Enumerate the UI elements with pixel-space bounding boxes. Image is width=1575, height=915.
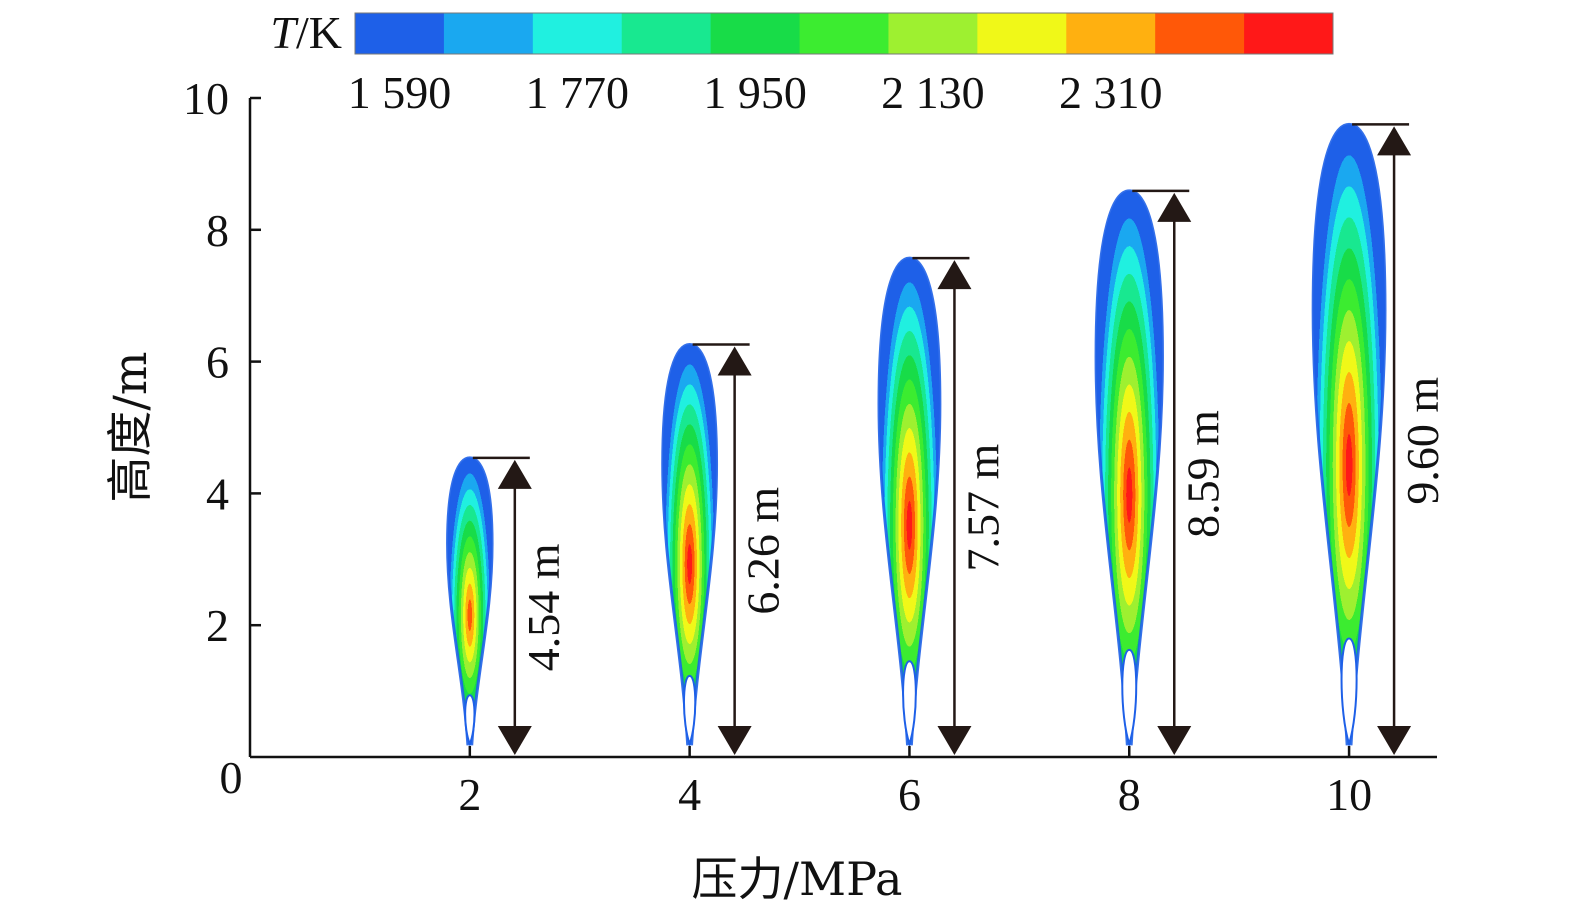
colorbar-swatch xyxy=(443,13,534,54)
x-tick-label: 2 xyxy=(458,769,481,820)
flame-contour xyxy=(1096,190,1163,744)
height-arrow-head-down xyxy=(1377,726,1412,755)
height-annotations: 4.54 m 6.26 m 7.57 m 8.59 m 9.60 m xyxy=(472,123,1448,755)
y-axis-title: 高度/m xyxy=(103,351,157,502)
colorbar-swatch xyxy=(888,13,978,54)
x-tick-label: 10 xyxy=(1326,769,1372,820)
height-value-label: 9.60 m xyxy=(1397,377,1448,505)
colorbar-swatch xyxy=(1155,13,1245,54)
x-axis-ticks: 0 2 4 6 8 10 xyxy=(220,746,1372,820)
colorbar-tick-label: 2 130 xyxy=(881,67,985,118)
y-tick-label: 6 xyxy=(206,337,229,388)
flame-jet-core xyxy=(1121,648,1138,748)
height-arrow-head-up xyxy=(717,346,752,376)
axes: 2 4 6 8 10 0 2 4 6 8 10 xyxy=(183,73,1437,820)
flame-contours xyxy=(446,122,1387,748)
flame-jet-core xyxy=(683,674,697,747)
colorbar-swatch xyxy=(532,13,623,54)
colorbar-swatch xyxy=(710,13,801,54)
colorbar-swatch xyxy=(621,13,712,54)
flame-outline xyxy=(877,256,942,746)
flame-contour xyxy=(879,258,940,744)
colorbar-tick-label: 1 950 xyxy=(703,67,807,118)
colorbar-swatch xyxy=(1066,13,1156,54)
colorbar-swatches xyxy=(354,12,1334,55)
flame-contour xyxy=(447,457,493,744)
height-value-label: 6.26 m xyxy=(738,487,789,615)
height-arrow-head-down xyxy=(497,726,532,755)
flame-outline xyxy=(1311,122,1387,746)
colorbar-swatch xyxy=(977,13,1067,54)
colorbar: T/K 1 590 1 770 1 950 2 130 2 310 xyxy=(270,7,1334,118)
flame-contour xyxy=(1313,124,1385,744)
height-arrow-head-up xyxy=(1377,126,1412,156)
height-arrow-head-down xyxy=(717,726,752,755)
colorbar-frame xyxy=(354,12,1334,55)
flame-outline xyxy=(446,456,494,746)
colorbar-tick-label: 1 590 xyxy=(348,67,452,118)
colorbar-swatch xyxy=(1244,13,1334,54)
height-value-label: 8.59 m xyxy=(1177,410,1228,538)
height-arrow-head-up xyxy=(1157,192,1192,222)
x-tick-label: 4 xyxy=(678,769,701,820)
colorbar-title-unit: /K xyxy=(296,7,342,58)
colorbar-tick-labels: 1 590 1 770 1 950 2 130 2 310 xyxy=(348,67,1163,118)
y-tick-label: 10 xyxy=(183,73,229,124)
flame-jet-core xyxy=(902,660,917,747)
colorbar-swatch xyxy=(799,13,889,54)
colorbar-swatch xyxy=(355,13,445,54)
height-value-label: 7.57 m xyxy=(957,443,1008,571)
colorbar-title-italic: T xyxy=(270,7,299,58)
flame-jet-core xyxy=(464,694,476,747)
colorbar-tick-label: 2 310 xyxy=(1059,67,1163,118)
x-tick-label: 6 xyxy=(898,769,921,820)
colorbar-title: T/K xyxy=(270,7,342,58)
y-tick-label: 2 xyxy=(206,600,229,651)
y-tick-label: 8 xyxy=(206,205,229,256)
flame-jet-core xyxy=(1340,637,1358,748)
height-value-label: 4.54 m xyxy=(518,543,569,671)
colorbar-tick-label: 1 770 xyxy=(526,67,630,118)
height-arrow-head-up xyxy=(497,459,532,489)
origin-tick-label: 0 xyxy=(220,752,243,803)
height-arrow-head-up xyxy=(937,260,972,290)
height-arrow-head-down xyxy=(937,726,972,755)
flame-outline xyxy=(1094,189,1164,746)
flame-outline xyxy=(661,342,719,746)
height-arrow-head-down xyxy=(1157,726,1192,755)
y-axis-ticks: 2 4 6 8 10 xyxy=(183,73,261,651)
x-axis-title: 压力/MPa xyxy=(692,852,903,906)
flame-contour xyxy=(662,344,717,744)
y-tick-label: 4 xyxy=(206,468,229,519)
x-tick-label: 8 xyxy=(1118,769,1141,820)
